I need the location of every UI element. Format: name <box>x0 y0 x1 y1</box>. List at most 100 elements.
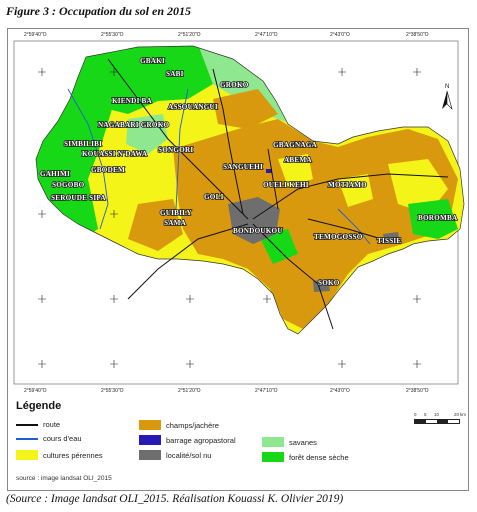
label-seroud-sipa: SEROUDE SIPA <box>51 194 106 202</box>
label-oueli-kehi: OUELI KEHI <box>263 181 309 189</box>
locality-soko <box>313 279 330 292</box>
locality-swatch <box>139 450 161 460</box>
legend-item-dam: barrage agropastoral <box>139 435 236 445</box>
label-temogosso: TEMOGOSSO <box>314 233 363 241</box>
dam-swatch <box>139 435 161 445</box>
perennial-crops-swatch <box>16 450 38 460</box>
dense-forest-swatch <box>262 452 284 462</box>
river-east <box>337 208 371 245</box>
legend-item-dense-forest: forêt dense sèche <box>262 452 349 462</box>
road-east <box>252 173 449 220</box>
coord-top-5: 2°43'0"O <box>330 32 350 38</box>
coord-bottom-6: 2°38'50"O <box>406 388 429 394</box>
label-boromba: BOROMBA <box>418 214 458 222</box>
coord-top-3: 2°51'20"O <box>178 32 201 38</box>
legend-item-route: route <box>16 420 60 429</box>
road-northwest <box>107 58 249 220</box>
label-kiendi-ba: KIENDI BA <box>112 97 153 105</box>
label-sogobo: SOGOBO <box>52 181 85 189</box>
river-west <box>67 88 109 230</box>
legend-label-river: cours d'eau <box>43 434 82 443</box>
label-sanguehi: SANGUEHI <box>223 163 263 171</box>
road-tissie <box>307 218 389 242</box>
forest-north <box>78 46 213 114</box>
legend-label-perennial-crops: cultures pérennes <box>43 450 103 460</box>
label-kouassi-ndawa: KOUASSI N'DAWA <box>82 150 148 158</box>
label-gbaki: GBAKI <box>140 57 165 65</box>
figure-title: Figure 3 : Occupation du sol en 2015 <box>6 4 192 18</box>
legend-label-route: route <box>43 420 61 429</box>
north-letter: N <box>445 84 449 90</box>
legend-label-dam: barrage agropastoral <box>166 435 236 445</box>
place-labels: GBAKI SABI GROKO KIENDI BA ASSOUANGUI NA… <box>39 56 458 288</box>
label-soko: SOKO <box>318 279 340 287</box>
coord-bottom-2: 2°55'30"O <box>101 388 124 394</box>
coord-top-4: 2°47'10"O <box>255 32 278 38</box>
label-gahimi: GAHIMI <box>40 170 70 178</box>
region-outline <box>35 45 465 335</box>
legend-label-savanna: savanes <box>289 437 317 447</box>
scale-unit: km <box>460 412 466 417</box>
scale-number-5: 5 <box>424 412 427 417</box>
legend-label-locality: localité/sol nu <box>166 450 212 460</box>
river-swatch <box>16 437 38 440</box>
fields-north <box>213 89 278 129</box>
crops-center-east <box>338 174 373 207</box>
label-sama: SAMA <box>164 219 187 227</box>
forest-east <box>408 199 458 239</box>
coord-top-6: 2°38'50"O <box>406 32 429 38</box>
scale-number-10: 10 <box>434 412 440 417</box>
locality-bondoukou <box>228 197 280 244</box>
north-arrow: N <box>442 84 453 111</box>
coord-bottom-5: 2°43'0"O <box>330 388 350 394</box>
grid-crosses <box>38 68 421 368</box>
road-center <box>267 148 279 210</box>
label-gbodem: GBODEM <box>91 166 125 174</box>
roads <box>107 58 449 330</box>
legend-title: Légende <box>16 400 62 412</box>
label-goli: GOLI <box>204 193 224 201</box>
legend: Légende route cours d'eau cultures péren… <box>14 400 466 486</box>
label-nagabari-groko: NAGABARI GROKO <box>98 121 169 129</box>
fields-central-east <box>173 119 458 329</box>
scale-number-0: 0 <box>414 412 417 417</box>
river-center <box>175 88 189 210</box>
label-tissie: TISSIE <box>377 237 401 245</box>
legend-item-savanna: savanes <box>262 437 317 447</box>
scale-number-20: 20 <box>454 412 460 417</box>
map-frame: 2°59'40"O 2°55'30"O 2°51'20"O 2°47'10"O … <box>7 28 469 491</box>
legend-source: source : image landsat OLI_2015 <box>16 475 112 482</box>
fields-swatch <box>139 420 161 430</box>
rivers <box>67 88 371 245</box>
savanna-center <box>126 114 168 154</box>
forest-south <box>258 229 298 264</box>
coord-top-2: 2°55'30"O <box>101 32 124 38</box>
label-groko: GROKO <box>220 81 249 89</box>
road-north <box>212 68 244 215</box>
coord-bottom-1: 2°59'40"O <box>24 388 47 394</box>
label-motiamo: MOTIAMO <box>328 181 367 189</box>
crops-east <box>388 159 448 214</box>
coord-top-1: 2°59'40"O <box>24 32 47 38</box>
legend-label-dense-forest: forêt dense sèche <box>289 452 349 462</box>
label-guibily: GUIBILY <box>160 209 193 217</box>
figure-caption: (Source : Image landsat OLI_2015. Réalis… <box>6 493 344 505</box>
label-songori: SONGORI <box>158 146 193 154</box>
label-sabi: SABI <box>166 70 184 78</box>
route-swatch <box>16 423 38 426</box>
road-south <box>252 223 334 330</box>
coord-bottom-3: 2°51'20"O <box>178 388 201 394</box>
scale-numbers: 0 5 10 20 km <box>414 412 466 418</box>
crops-center <box>278 154 313 187</box>
legend-item-fields: champs/jachère <box>139 420 219 430</box>
scale-bar-graphic <box>414 419 460 424</box>
label-bondoukou: BONDOUKOU <box>233 227 283 235</box>
label-simbilibi: SIMBILIBI <box>64 140 102 148</box>
legend-item-perennial-crops: cultures pérennes <box>16 450 103 460</box>
fields-southwest <box>128 199 183 251</box>
label-gbagnaga: GBAGNAGA <box>273 141 318 149</box>
land-use-map: N GBAKI SABI GROKO KIENDI BA ASSOUANGUI … <box>13 40 465 385</box>
label-abema: ABEMA <box>284 156 312 164</box>
label-assouangui: ASSOUANGUI <box>168 103 218 111</box>
savanna-swatch <box>262 437 284 447</box>
